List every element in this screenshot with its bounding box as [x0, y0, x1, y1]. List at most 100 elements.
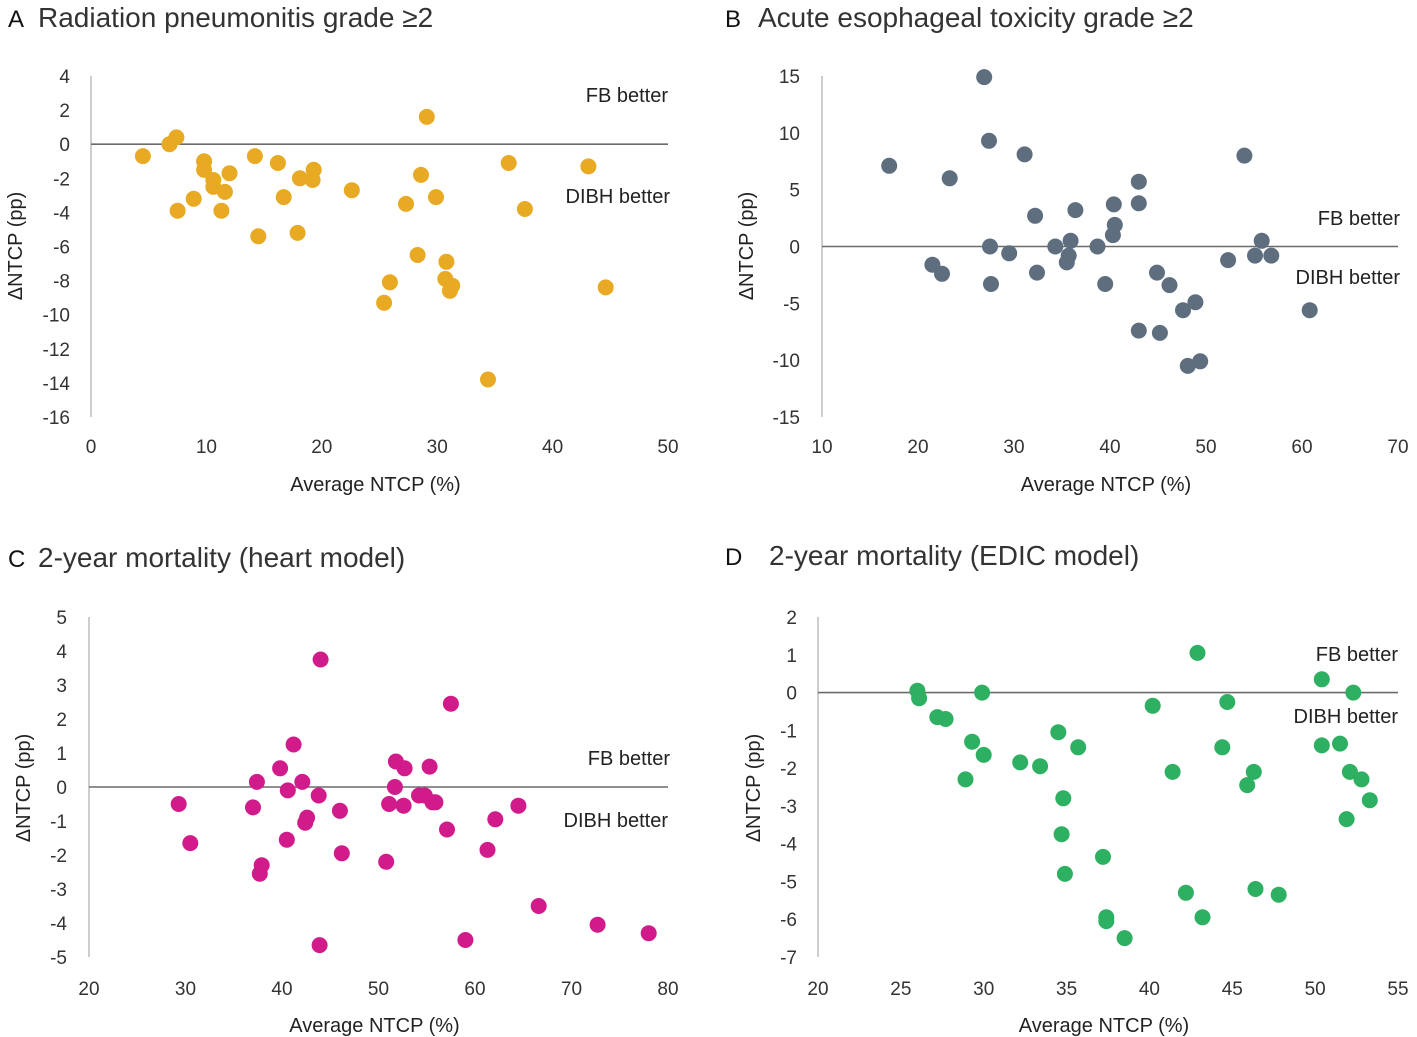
data-point: [305, 161, 322, 178]
data-point: [911, 690, 928, 707]
data-point: [1098, 913, 1115, 930]
data-point: [1089, 238, 1106, 255]
data-point: [1130, 173, 1147, 190]
y-tick-label: -2: [50, 846, 67, 867]
x-tick-label: 20: [907, 437, 928, 458]
data-point: [1177, 884, 1194, 901]
y-tick-label: 1: [786, 646, 797, 667]
data-point: [395, 797, 412, 814]
x-tick-label: 10: [811, 437, 832, 458]
y-axis-title: ΔNTCP (pp): [743, 734, 765, 843]
data-point: [1095, 848, 1111, 865]
data-point: [168, 129, 185, 146]
data-point: [516, 201, 533, 217]
y-tick-label: -4: [780, 835, 797, 856]
annotation-fb-better: FB better: [1316, 644, 1399, 666]
data-point: [221, 165, 238, 182]
data-point: [1130, 322, 1147, 339]
chart-title: 2-year mortality (EDIC model): [769, 540, 1139, 571]
panel-letter: C: [8, 546, 25, 573]
data-point: [1062, 232, 1079, 249]
data-point: [1012, 754, 1029, 771]
x-tick-label: 60: [464, 979, 485, 1000]
y-tick-label: 5: [56, 608, 67, 629]
y-tick-label: -10: [43, 306, 70, 327]
y-tick-label: 1: [56, 744, 67, 765]
data-point: [444, 277, 461, 294]
y-tick-label: -5: [50, 948, 67, 969]
y-tick-label: 3: [56, 676, 67, 697]
annotation-dibh-better: DIBH better: [1296, 267, 1401, 289]
data-point: [170, 796, 187, 812]
panel-c: C 2-year mortality (heart model) -5 -4 -3 -2 -…: [8, 542, 679, 1037]
panel-d: D 2-year mortality (EDIC model) -7 -6 -5 -4 -3…: [725, 540, 1409, 1037]
data-point: [1194, 909, 1211, 926]
data-point: [975, 746, 992, 763]
data-point: [1361, 792, 1378, 809]
panel-b: B Acute esophageal toxicity grade ≥2 -15 -1…: [725, 2, 1409, 496]
data-point: [291, 170, 308, 187]
data-point: [421, 758, 438, 775]
data-point: [279, 782, 296, 799]
y-axis-title: ΔNTCP (pp): [5, 192, 27, 301]
data-point: [1056, 865, 1073, 882]
data-point: [1032, 758, 1049, 775]
x-tick-label: 30: [1003, 437, 1024, 458]
annotation-fb-better: FB better: [588, 748, 671, 770]
data-point: [1070, 739, 1087, 756]
x-tick-label: 20: [311, 437, 332, 458]
data-point: [500, 155, 517, 171]
x-tick-label: 70: [561, 979, 582, 1000]
x-tick-label: 70: [1387, 437, 1408, 458]
data-point: [1130, 195, 1147, 212]
y-axis-title: ΔNTCP (pp): [13, 734, 35, 843]
data-point: [976, 69, 993, 86]
y-tick-label: 0: [59, 135, 70, 156]
annotation-dibh-better: DIBH better: [564, 810, 669, 832]
data-point: [272, 760, 289, 777]
x-tick-label: 30: [973, 979, 994, 1000]
data-point: [1060, 247, 1077, 264]
data-point: [580, 158, 597, 175]
x-tick-label: 25: [890, 979, 911, 1000]
data-point: [1116, 930, 1133, 947]
data-point: [640, 925, 657, 942]
data-point: [937, 711, 954, 727]
x-tick-label: 30: [175, 979, 196, 1000]
data-point: [213, 202, 230, 219]
y-tick-label: -1: [50, 812, 67, 833]
data-point: [1313, 737, 1330, 754]
panel-letter: A: [8, 6, 24, 33]
data-point: [974, 684, 991, 701]
x-tick-label: 40: [542, 437, 563, 458]
x-tick-label: 50: [368, 979, 389, 1000]
y-tick-label: -14: [43, 374, 71, 395]
data-point: [510, 797, 527, 814]
data-point: [427, 794, 444, 811]
x-axis-title: Average NTCP (%): [1019, 1015, 1189, 1037]
data-point: [1001, 245, 1018, 262]
data-point: [409, 247, 426, 263]
data-point: [1175, 302, 1191, 319]
data-point: [1016, 146, 1033, 163]
y-tick-label: -6: [780, 910, 797, 931]
x-tick-label: 20: [78, 979, 99, 1000]
data-point: [881, 157, 898, 174]
data-point: [1164, 763, 1181, 780]
data-point: [169, 202, 186, 219]
data-point: [1192, 353, 1209, 370]
y-tick-label: -7: [780, 948, 797, 969]
data-point: [439, 821, 455, 838]
x-tick-label: 35: [1056, 979, 1077, 1000]
y-tick-label: 5: [789, 181, 800, 202]
data-point: [398, 195, 414, 212]
data-point: [343, 182, 360, 199]
y-axis-title: ΔNTCP (pp): [736, 192, 758, 301]
data-point: [983, 276, 999, 292]
annotation-fb-better: FB better: [1318, 208, 1401, 230]
data-point: [957, 771, 974, 788]
x-tick-label: 60: [1291, 437, 1312, 458]
data-point: [381, 796, 398, 812]
data-point: [312, 651, 329, 668]
data-point: [1341, 763, 1358, 780]
